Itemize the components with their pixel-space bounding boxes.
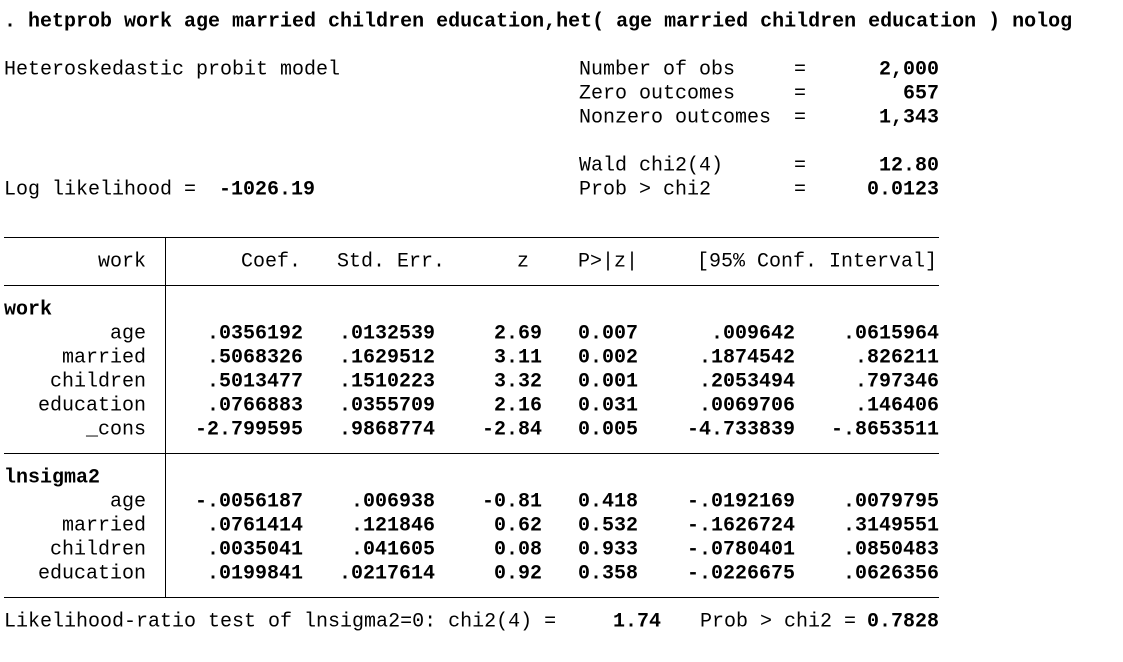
table-cell: .1510223: [339, 370, 435, 393]
table-cell: .1874542: [699, 346, 795, 369]
table-cell: 0.92: [494, 562, 542, 585]
table-cell: .0761414: [207, 514, 303, 537]
table-cell: .9868774: [339, 418, 435, 441]
table-cell: 0.007: [578, 322, 638, 345]
column-header: [95% Conf. Interval]: [697, 250, 937, 273]
column-header: Std. Err.: [337, 250, 445, 273]
stat-value: 0.0123: [867, 178, 939, 201]
table-cell: .0626356: [843, 562, 939, 585]
table-cell: .5013477: [207, 370, 303, 393]
table-cell: .3149551: [843, 514, 939, 537]
stat-value: 1,343: [879, 106, 939, 129]
lr-chi2: 1.74: [613, 610, 661, 633]
stat-value: 2,000: [879, 58, 939, 81]
table-cell: .0356192: [207, 322, 303, 345]
stat-value: 12.80: [879, 154, 939, 177]
column-header: Coef.: [241, 250, 301, 273]
table-cell: -.0226675: [687, 562, 795, 585]
table-cell: .146406: [855, 394, 939, 417]
table-cell: 0.62: [494, 514, 542, 537]
table-cell: .2053494: [699, 370, 795, 393]
table-cell: .0615964: [843, 322, 939, 345]
table-cell: -2.84: [482, 418, 542, 441]
table-cell: -.8653511: [831, 418, 939, 441]
lr-prob-label: Prob > chi2 =: [700, 610, 856, 633]
stat-label: Nonzero outcomes: [579, 106, 771, 129]
stat-eq: =: [794, 58, 806, 81]
variable-name: age: [110, 322, 146, 345]
table-cell: .121846: [351, 514, 435, 537]
command: . hetprob work age married children educ…: [4, 10, 1072, 33]
column-header: work: [98, 250, 146, 273]
column-header: z: [517, 250, 529, 273]
table-cell: -4.733839: [687, 418, 795, 441]
table-cell: 3.32: [494, 370, 542, 393]
log-likelihood-value: -1026.19: [219, 178, 315, 201]
stat-label: Prob > chi2: [579, 178, 711, 201]
table-cell: -0.81: [482, 490, 542, 513]
stat-label: Zero outcomes: [579, 82, 735, 105]
variable-name: married: [62, 346, 146, 369]
table-cell: -.0192169: [687, 490, 795, 513]
table-cell: 0.002: [578, 346, 638, 369]
stat-eq: =: [794, 82, 806, 105]
stat-eq: =: [794, 106, 806, 129]
variable-name: married: [62, 514, 146, 537]
stat-label: Number of obs: [579, 58, 735, 81]
table-cell: .797346: [855, 370, 939, 393]
table-cell: 0.418: [578, 490, 638, 513]
table-cell: .0069706: [699, 394, 795, 417]
table-cell: .0199841: [207, 562, 303, 585]
table-cell: 0.001: [578, 370, 638, 393]
column-header: P>|z|: [578, 250, 638, 273]
table-cell: .006938: [351, 490, 435, 513]
variable-name: age: [110, 490, 146, 513]
variable-name: education: [38, 394, 146, 417]
table-cell: .0132539: [339, 322, 435, 345]
stat-label: Wald chi2(4): [579, 154, 723, 177]
table-cell: .0766883: [207, 394, 303, 417]
table-cell: 3.11: [494, 346, 542, 369]
table-cell: -.0056187: [195, 490, 303, 513]
variable-name: children: [50, 370, 146, 393]
variable-name: education: [38, 562, 146, 585]
variable-name: _cons: [85, 418, 146, 441]
table-cell: 0.031: [578, 394, 638, 417]
table-cell: .0035041: [207, 538, 303, 561]
table-cell: .0079795: [843, 490, 939, 513]
group-name: lnsigma2: [4, 466, 100, 489]
lr-prob: 0.7828: [867, 610, 939, 633]
stat-value: 657: [903, 82, 939, 105]
table-cell: .009642: [711, 322, 795, 345]
table-cell: 2.69: [494, 322, 542, 345]
table-cell: .826211: [855, 346, 939, 369]
table-cell: 0.08: [494, 538, 542, 561]
table-cell: 0.358: [578, 562, 638, 585]
table-cell: .0355709: [339, 394, 435, 417]
variable-name: children: [50, 538, 146, 561]
table-cell: 0.005: [578, 418, 638, 441]
table-cell: -2.799595: [195, 418, 303, 441]
table-cell: 0.933: [578, 538, 638, 561]
table-cell: 0.532: [578, 514, 638, 537]
lr-test-label: Likelihood-ratio test of lnsigma2=0: chi…: [4, 610, 556, 633]
table-cell: .0217614: [339, 562, 435, 585]
table-cell: 2.16: [494, 394, 542, 417]
table-cell: .0850483: [843, 538, 939, 561]
table-cell: -.0780401: [687, 538, 795, 561]
table-cell: -.1626724: [687, 514, 795, 537]
table-cell: .5068326: [207, 346, 303, 369]
stat-eq: =: [794, 178, 806, 201]
group-name: work: [4, 298, 52, 321]
table-cell: .041605: [351, 538, 435, 561]
model-title: Heteroskedastic probit model: [4, 58, 340, 81]
table-cell: .1629512: [339, 346, 435, 369]
stat-eq: =: [794, 154, 806, 177]
log-likelihood-label: Log likelihood =: [4, 178, 196, 201]
